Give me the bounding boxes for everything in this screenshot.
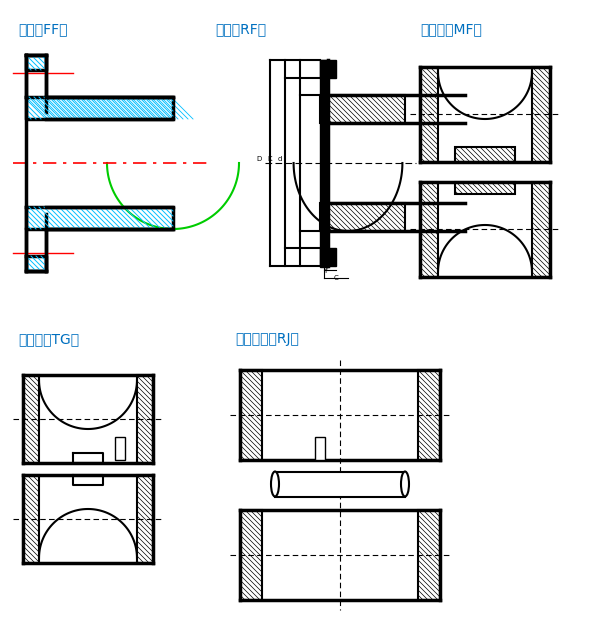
Text: C: C <box>333 275 338 281</box>
Bar <box>315 437 325 460</box>
Bar <box>418 370 440 460</box>
Bar <box>275 472 405 497</box>
Text: 平面（FF）: 平面（FF） <box>18 22 67 36</box>
Bar <box>320 248 336 266</box>
Ellipse shape <box>271 472 279 497</box>
Bar <box>320 95 405 123</box>
Bar <box>320 60 328 267</box>
Bar <box>240 370 262 460</box>
Bar <box>532 182 550 277</box>
Bar <box>23 475 39 563</box>
Text: 凹凸面（MF）: 凹凸面（MF） <box>420 22 482 36</box>
Bar <box>455 182 515 194</box>
Text: d: d <box>278 156 282 162</box>
Bar <box>137 375 153 463</box>
Bar <box>137 475 153 563</box>
Bar <box>532 67 550 162</box>
Bar <box>320 60 336 78</box>
Bar <box>455 147 515 162</box>
Text: K: K <box>267 156 272 162</box>
Bar <box>23 375 39 463</box>
Ellipse shape <box>401 472 409 497</box>
Bar <box>115 437 125 460</box>
Text: 突面（RF）: 突面（RF） <box>215 22 266 36</box>
Bar <box>418 510 440 600</box>
Bar <box>240 510 262 600</box>
Text: D: D <box>257 156 262 162</box>
Text: f: f <box>325 268 327 274</box>
Text: 榫槽面（TG）: 榫槽面（TG） <box>18 332 79 346</box>
Bar <box>420 67 438 162</box>
Bar <box>320 203 405 231</box>
Text: 环连接面（RJ）: 环连接面（RJ） <box>235 332 299 346</box>
Bar <box>420 182 438 277</box>
